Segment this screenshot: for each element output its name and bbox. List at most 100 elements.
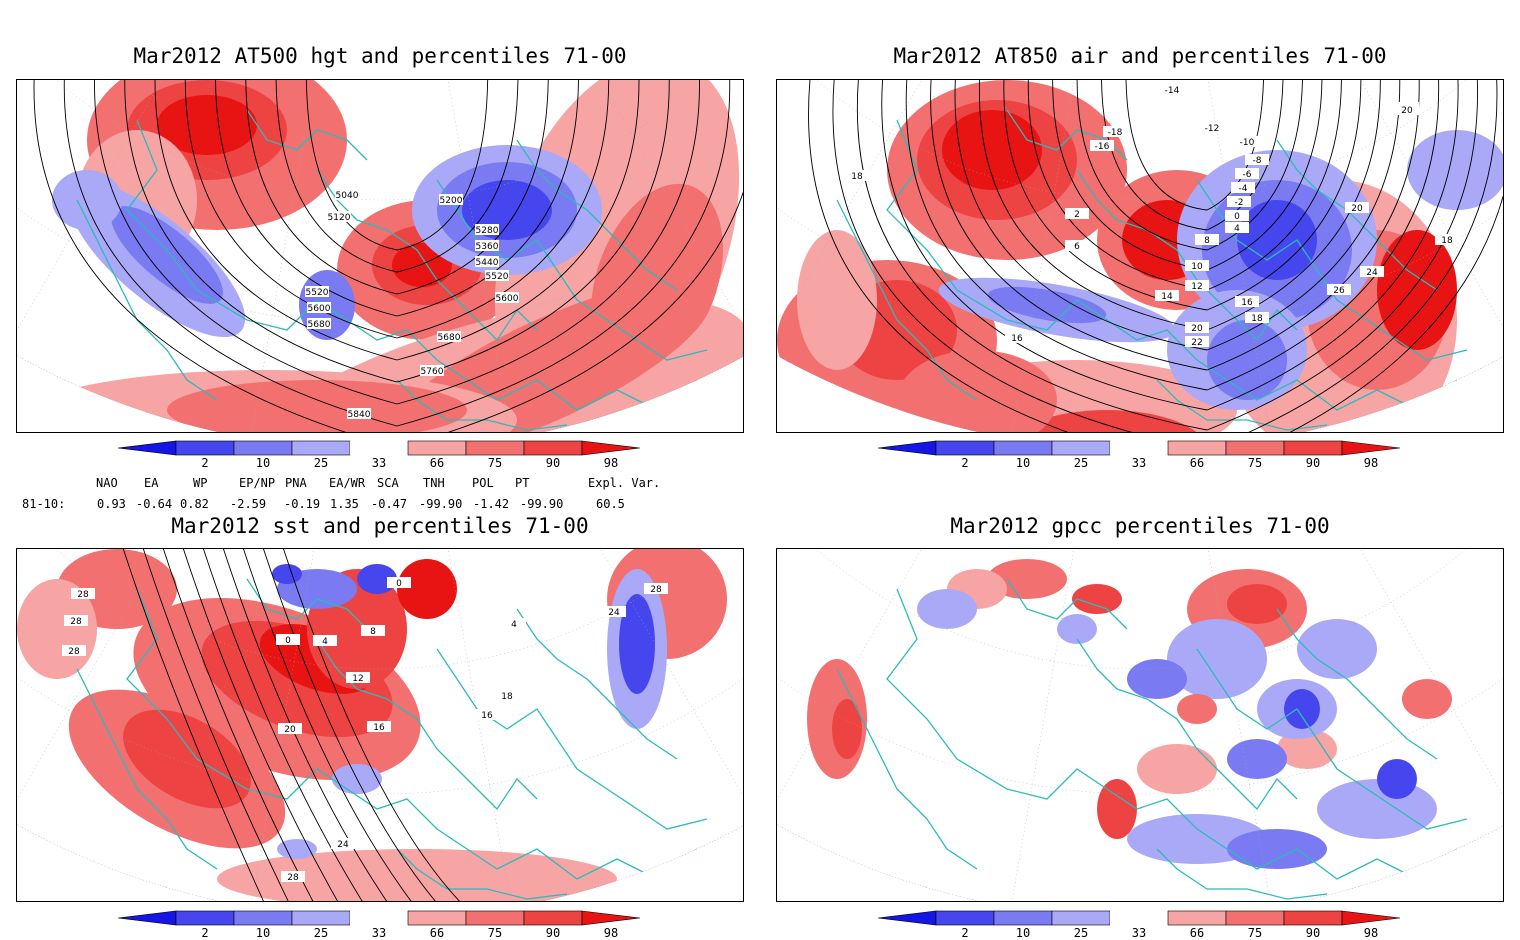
index-value: -0.64: [136, 497, 173, 511]
percentile-shading: [1297, 619, 1377, 679]
coastline: [516, 139, 678, 291]
coastline: [126, 588, 698, 880]
contour-label-bg: [1227, 196, 1251, 207]
colorbar-tick-label: 98: [603, 456, 619, 470]
colorbar-segment: [407, 910, 467, 926]
contour-label: 0: [396, 579, 402, 589]
index-value: -2.59: [230, 497, 267, 511]
percentile-shading: [1007, 410, 1207, 432]
contour-label: 6: [1074, 242, 1080, 252]
map-gpcc-svg: [777, 549, 1503, 901]
colorbar-svg: [877, 440, 1401, 456]
contour-line: [156, 549, 318, 901]
colorbar-arrow-right: [1341, 440, 1401, 456]
contour-label-bg: [495, 292, 519, 303]
colorbar-svg: [117, 910, 641, 926]
contour-label-bg: [387, 577, 411, 588]
coastline: [516, 608, 678, 760]
index-header: SCA: [377, 476, 399, 490]
colorbar-segment: [1167, 440, 1227, 456]
colorbar-segment: [993, 440, 1053, 456]
index-header: PNA: [285, 476, 307, 490]
index-header: TNH: [423, 476, 445, 490]
contour-line: [1125, 80, 1265, 211]
contour-label: 5120: [328, 213, 351, 223]
colorbar-arrow-left: [117, 440, 177, 456]
contour-label-bg: [602, 606, 626, 617]
contour-label-bg: [420, 365, 444, 376]
contour-label: 14: [1161, 292, 1173, 302]
contour-label: 16: [1011, 334, 1023, 344]
contour-label: 18: [501, 692, 513, 702]
contour-label-bg: [1185, 260, 1209, 271]
index-header: EP/NP: [239, 476, 276, 490]
contour-label: 24: [608, 608, 620, 618]
contour-line: [154, 80, 640, 361]
contour-label: 5200: [440, 196, 463, 206]
contour-line: [275, 80, 519, 273]
contour-label-bg: [475, 709, 499, 720]
contour-line: [905, 80, 1440, 391]
colorbar-segment: [233, 440, 293, 456]
longitude-gridline: [1010, 80, 1142, 432]
contour-line: [954, 80, 1401, 351]
contour-label-bg: [346, 672, 370, 683]
percentile-shading: [392, 243, 452, 287]
contour-line: [832, 80, 1498, 432]
colorbar-tick-label: 75: [1247, 926, 1263, 940]
colorbar-segment: [993, 910, 1053, 926]
longitude-gridline: [380, 80, 512, 432]
percentile-shading: [1097, 779, 1137, 839]
percentile-shading: [272, 564, 302, 584]
colorbar-segment: [1167, 910, 1227, 926]
colorbar-tick-label: 10: [1015, 926, 1031, 940]
colorbar-tick-label: 90: [545, 456, 561, 470]
colorbar-air: 2 10 25 33 66 75 90 98: [877, 439, 1408, 470]
colorbar-hgt: 2 10 25 33 66 75 90 98: [117, 439, 648, 470]
colorbar-tick-label: 2: [201, 926, 209, 940]
contour-label-bg: [475, 224, 499, 235]
contour-label: 18: [1441, 236, 1453, 246]
percentile-shading: [1277, 729, 1337, 769]
coastline: [1076, 638, 1298, 811]
contour-label-bg: [1185, 322, 1209, 333]
index-value: -99.90: [520, 497, 564, 511]
colorbar-segment: [1110, 441, 1168, 455]
index-value: -0.19: [284, 497, 321, 511]
colorbar-tick-label: 98: [1363, 456, 1379, 470]
colorbar-segment: [1051, 440, 1111, 456]
colorbar-segment: [350, 911, 408, 925]
colorbar-tick-label: 2: [961, 926, 969, 940]
contour-label-bg: [495, 690, 519, 701]
map-gpcc: [776, 548, 1504, 902]
contour-line: [808, 80, 1503, 432]
contour-label-bg: [335, 189, 359, 200]
index-row-label: 81-10:: [22, 497, 66, 511]
field-layer: -14-12-10-8-6-4-202468101214161820222426…: [777, 80, 1503, 432]
percentile-shading: [1057, 614, 1097, 644]
contour-label-bg: [281, 871, 305, 882]
percentile-shading: [942, 110, 1042, 190]
colorbar-tick-label: 90: [545, 926, 561, 940]
index-header: POL: [472, 476, 494, 490]
coastline: [396, 848, 568, 900]
colorbar-tick-label: 98: [1363, 926, 1379, 940]
contour-label-bg: [1225, 210, 1249, 221]
index-header: WP: [193, 476, 208, 490]
contour-label-bg: [331, 838, 355, 849]
contour-label: -16: [1095, 142, 1110, 152]
contour-label: 28: [77, 590, 89, 600]
contour-label-bg: [307, 318, 331, 329]
index-value: 1.35: [330, 497, 359, 511]
contour-label: 5600: [496, 294, 519, 304]
contour-label-bg: [1195, 234, 1219, 245]
coastline: [886, 119, 1458, 411]
contour-label-bg: [276, 634, 300, 645]
colorbar-sst: 2 10 25 33 66 75 90 98: [117, 909, 648, 940]
longitude-gridline: [17, 549, 382, 819]
contour-label: 12: [352, 674, 363, 684]
colorbar-segment: [1051, 910, 1111, 926]
colorbar-segment: [1225, 910, 1285, 926]
contour-label: 20: [1401, 106, 1413, 116]
percentile-shading: [619, 594, 655, 694]
